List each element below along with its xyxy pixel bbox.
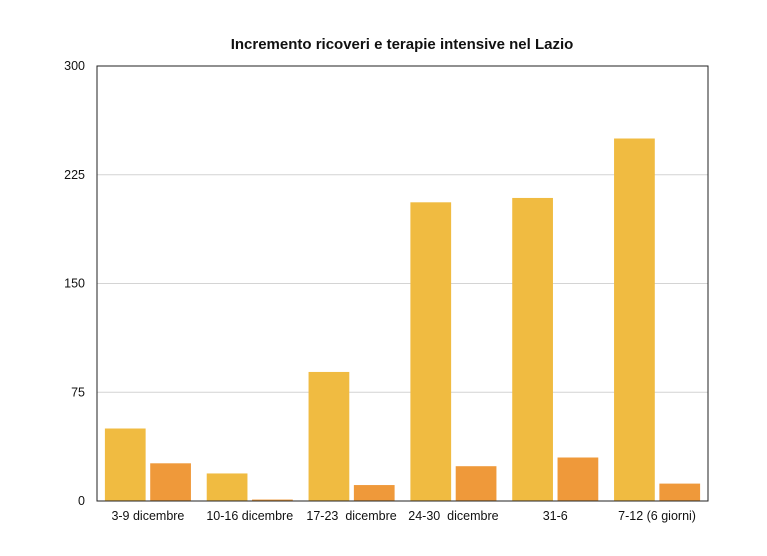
x-category-label: 31-6 <box>543 509 568 523</box>
bars <box>104 138 701 502</box>
bar-series-2-1 <box>252 499 293 501</box>
bar-series-1-4 <box>512 197 553 501</box>
bar-series-2-3 <box>455 466 497 501</box>
bar-series-2-0 <box>150 463 191 501</box>
bar-series-2-2 <box>353 485 395 501</box>
bar-series-1-2 <box>308 371 350 501</box>
plot-frame <box>96 65 709 502</box>
y-tick-label: 75 <box>71 385 85 399</box>
x-category-label: 3-9 dicembre <box>111 509 184 523</box>
chart-title: Incremento ricoveri e terapie intensive … <box>231 36 574 53</box>
bar-series-2-5 <box>659 483 701 501</box>
y-tick-label: 225 <box>64 168 85 182</box>
x-category-label: 17-23 dicembre <box>306 509 396 523</box>
x-category-label: 7-12 (6 giorni) <box>618 509 696 523</box>
bar-series-1-3 <box>410 202 452 502</box>
x-category-label: 10-16 dicembre <box>206 509 293 523</box>
bar-series-1-0 <box>104 428 146 501</box>
x-axis-categories: 3-9 dicembre 10-16 dicembre 17-23 dicembre… <box>111 509 696 523</box>
y-tick-label: 150 <box>64 277 85 291</box>
bar-series-1-5 <box>614 138 655 501</box>
bar-series-1-1 <box>206 473 248 501</box>
bar-series-2-4 <box>557 457 599 501</box>
gridlines <box>97 174 708 393</box>
y-tick-label: 300 <box>64 59 85 73</box>
y-axis-ticks: 0 75 150 225 300 <box>64 59 85 508</box>
x-category-label: 24-30 dicembre <box>408 509 498 523</box>
y-tick-label: 0 <box>78 494 85 508</box>
